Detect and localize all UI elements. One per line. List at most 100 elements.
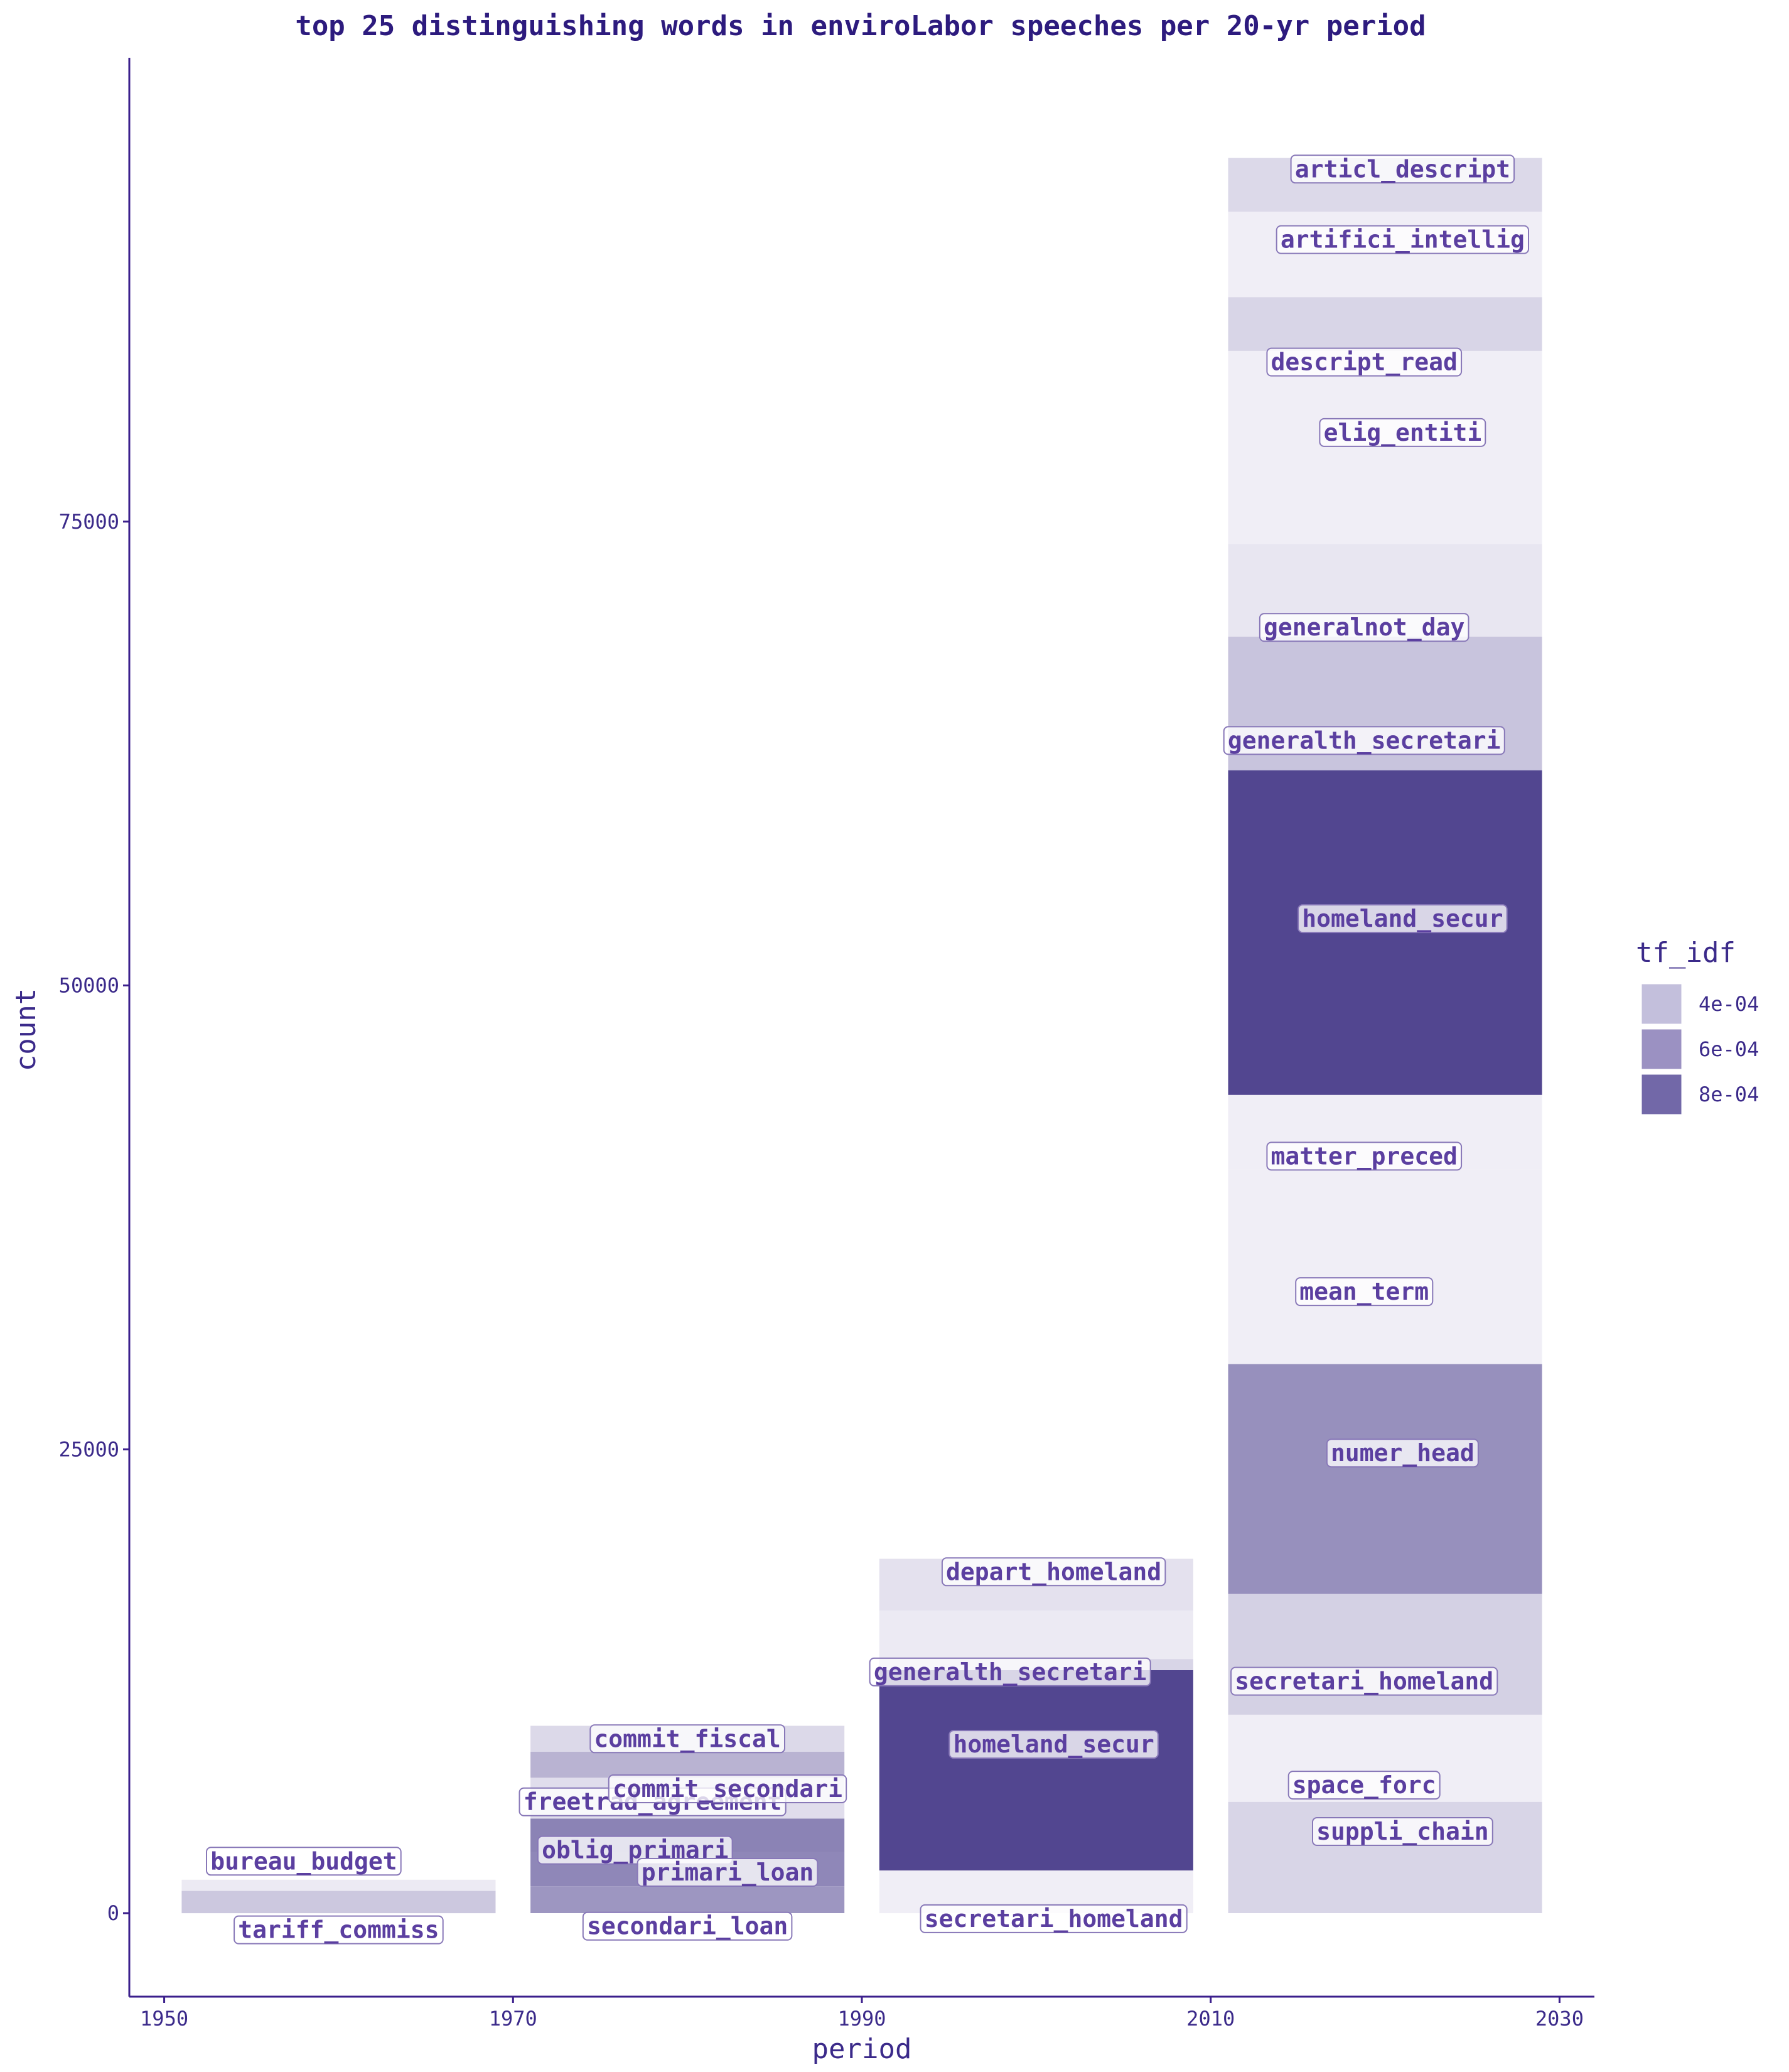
y-ticks: 0 25000 50000 75000 (59, 510, 129, 1925)
bar-label-text: mean_term (1299, 1278, 1429, 1305)
bar-label-artifici_intellig: artifici_intellig (1276, 225, 1529, 254)
bar-segment-numer_head (1228, 1364, 1542, 1594)
bar-label-box (537, 1835, 733, 1865)
bar-label-generalth_secretari: generalth_secretari (1223, 726, 1505, 755)
bar-label-suppli_chain: suppli_chain (1312, 1817, 1493, 1846)
bar-segment-elig_entiti (1228, 350, 1542, 544)
legend-title: tf_idf (1636, 937, 1736, 969)
bar-segment-mean_term (1228, 1169, 1542, 1364)
bar-label-box (637, 1858, 819, 1887)
bar-label-box (1230, 1666, 1498, 1696)
bar-segment-secretari_homeland (1228, 1594, 1542, 1715)
bar-segment-depart_homeland (879, 1611, 1193, 1659)
bar-label-mean_term: mean_term (1295, 1277, 1434, 1307)
x-tick-label: 2010 (1186, 2007, 1235, 2031)
bar-label-text: matter_preced (1271, 1142, 1457, 1170)
bar-label-space_forc: space_forc (1287, 1771, 1441, 1800)
bar-label-secretari_homeland: secretari_homeland (920, 1904, 1188, 1933)
bar-segment-homeland_secur (879, 1670, 1193, 1870)
x-axis-title: period (812, 2033, 912, 2065)
legend-swatch (1640, 982, 1684, 1026)
y-tick-label: 25000 (59, 1437, 119, 1461)
bar-label-box (1319, 418, 1486, 447)
bar-label-box (1290, 154, 1515, 184)
bar-label-box (869, 1657, 1151, 1686)
bar-segment-secondari_loan (530, 1886, 845, 1913)
bar-label-homeland_secur: homeland_secur (1297, 904, 1508, 934)
bar-label-box (1312, 1817, 1493, 1846)
bar-label-box (941, 1557, 1166, 1587)
bar-label-text: descript_read (1271, 348, 1457, 376)
bar-label-box (589, 1724, 785, 1754)
bar-label-box (1295, 1277, 1434, 1307)
y-tick-label: 75000 (59, 510, 119, 534)
bar-label-text: bureau_budget (210, 1847, 397, 1875)
bar-segment-descript_read (1228, 297, 1542, 351)
bar-label-primari_loan: primari_loan (637, 1858, 819, 1887)
bar-labels-layer: bureau_budget tariff_commiss commit_fiscal… (206, 154, 1529, 1945)
bar-label-text: suppli_chain (1316, 1818, 1489, 1845)
legend-entries: 4e-04 6e-04 8e-04 (1640, 982, 1759, 1116)
y-tick-label: 50000 (59, 974, 119, 998)
bar-label-commit_secondari: commit_secondari (608, 1774, 847, 1803)
bar-label-text: commit_secondari (613, 1775, 842, 1803)
bar-label-articl_descript: articl_descript (1290, 154, 1515, 184)
x-tick-label: 1970 (489, 2007, 537, 2031)
bar-label-elig_entiti: elig_entiti (1319, 418, 1486, 447)
bar-label-text: tariff_commiss (238, 1916, 439, 1944)
bar-label-secondari_loan: secondari_loan (582, 1911, 793, 1941)
bar-label-text: space_forc (1292, 1771, 1436, 1799)
bar-label-generalth_secretari: generalth_secretari (869, 1657, 1151, 1686)
bar-label-box (1276, 225, 1529, 254)
bar-label-text: commit_fiscal (594, 1725, 780, 1752)
legend-label: 8e-04 (1699, 1082, 1759, 1106)
legend-swatch (1640, 1072, 1684, 1116)
bar-segment-bureau_budget (181, 1879, 496, 1891)
bar-label-box (1266, 1141, 1463, 1171)
bar-label-matter_preced: matter_preced (1266, 1141, 1463, 1171)
bar-label-text: numer_head (1331, 1439, 1475, 1467)
bar-label-text: secretari_homeland (925, 1905, 1183, 1933)
bar-label-numer_head: numer_head (1326, 1438, 1479, 1468)
bar-label-box (1223, 726, 1505, 755)
bar-label-box (920, 1904, 1188, 1933)
bar-label-tariff_commiss: tariff_commiss (234, 1915, 444, 1945)
bar-label-oblig_primari: oblig_primari (537, 1835, 733, 1865)
bar-label-box (1326, 1438, 1479, 1468)
bar-label-box (608, 1774, 847, 1803)
y-axis-title: count (10, 988, 42, 1071)
bar-label-commit_fiscal: commit_fiscal (589, 1724, 785, 1754)
bar-label-box (206, 1847, 402, 1876)
bar-label-box (1287, 1771, 1441, 1800)
bar-label-generalnot_day: generalnot_day (1259, 613, 1469, 642)
x-tick-label: 1950 (140, 2007, 188, 2031)
bar-label-box (1259, 613, 1469, 642)
x-ticks: 1950 1970 1990 2010 2030 (140, 1997, 1584, 2031)
axes-layer: 0 25000 50000 75000 1950 1970 1990 2010 2030 (59, 58, 1594, 2031)
bar-label-box (1266, 347, 1463, 377)
bar-label-text: articl_descript (1295, 155, 1510, 183)
bar-label-depart_homeland: depart_homeland (941, 1557, 1166, 1587)
bar-label-text: elig_entiti (1324, 419, 1482, 446)
bar-label-text: depart_homeland (946, 1558, 1161, 1585)
bar-label-bureau_budget: bureau_budget (206, 1847, 402, 1876)
bar-label-text: generalth_secretari (1228, 726, 1501, 754)
bar-label-text: secondari_loan (587, 1913, 788, 1940)
legend-swatch (1640, 1027, 1684, 1071)
chart-title: top 25 distinguishing words in enviroLab… (295, 10, 1426, 42)
x-tick-label: 1990 (837, 2007, 886, 2031)
bar-segment-tariff_commiss (181, 1891, 496, 1914)
x-tick-label: 2030 (1535, 2007, 1584, 2031)
bar-label-text: artifici_intellig (1281, 226, 1525, 254)
bar-label-text: generalnot_day (1264, 613, 1464, 641)
legend-label: 6e-04 (1699, 1037, 1759, 1061)
bar-label-box (948, 1730, 1159, 1759)
bar-label-secretari_homeland: secretari_homeland (1230, 1666, 1498, 1696)
y-tick-label: 0 (107, 1901, 119, 1925)
bar-label-homeland_secur: homeland_secur (948, 1730, 1159, 1759)
bar-segment-freetrad_agreement (530, 1751, 845, 1778)
bar-label-text: secretari_homeland (1235, 1668, 1493, 1695)
bar-label-box (1297, 904, 1508, 934)
